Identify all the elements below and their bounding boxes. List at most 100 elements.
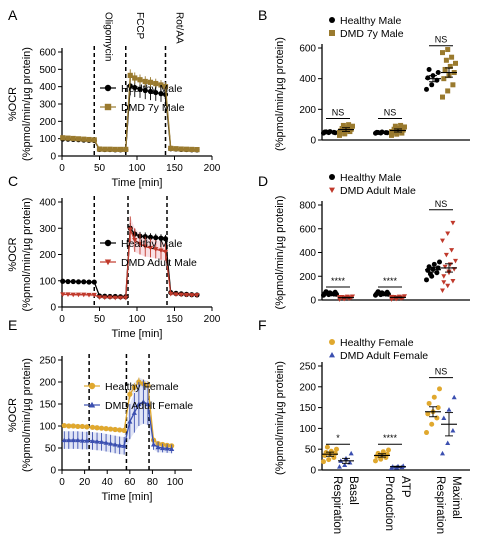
data-point [66, 437, 72, 443]
significance-label: NS [435, 199, 448, 209]
data-point [91, 137, 97, 143]
category-label: Maximal [450, 476, 462, 519]
data-point [435, 405, 441, 411]
data-point [150, 441, 157, 447]
data-point [396, 126, 402, 131]
legend-entry: DMD 7y Male [340, 28, 404, 40]
data-point [61, 437, 67, 443]
y-tick-label: 200 [39, 250, 56, 261]
x-tick-label: 50 [94, 314, 106, 325]
data-point [168, 145, 174, 151]
data-point [107, 295, 113, 301]
group-5 [440, 220, 458, 293]
data-point [434, 415, 440, 421]
data-point [70, 278, 76, 285]
y-tick-label: 50 [305, 445, 317, 456]
data-point [425, 75, 431, 81]
data-point [346, 122, 352, 128]
data-point [440, 94, 445, 100]
data-point [103, 440, 109, 445]
y-tick-label: 200 [299, 105, 316, 116]
legend-marker [88, 401, 96, 408]
data-point [112, 295, 118, 301]
group-1 [337, 294, 355, 302]
data-point [178, 146, 184, 152]
data-point [160, 445, 166, 451]
data-point [89, 438, 96, 444]
y-tick-label: 100 [39, 422, 56, 433]
panel-letter-a: A [8, 7, 18, 23]
legend-marker [329, 30, 335, 36]
data-point [348, 450, 354, 456]
data-point [158, 235, 164, 241]
data-point [127, 227, 133, 233]
legend-entry: DMD 7y Male [121, 102, 185, 114]
chart-d: 0 200 400 600 800 (%pmol/min/µg protein) **** *… [274, 172, 470, 309]
group-0 [321, 289, 339, 298]
data-point [380, 449, 386, 455]
data-point [435, 70, 441, 76]
data-point [178, 292, 184, 298]
data-point [158, 248, 164, 254]
data-point [142, 244, 148, 250]
legend-marker [329, 174, 335, 180]
x-tick-label: 0 [59, 477, 65, 488]
data-point [445, 47, 451, 53]
data-point [65, 135, 71, 141]
data-point [155, 444, 161, 450]
significance-label: **** [383, 276, 398, 286]
group-3 [389, 122, 407, 138]
y-tick-label: 300 [39, 224, 56, 235]
data-point [378, 456, 384, 462]
data-point [429, 421, 435, 427]
x-tick-label: 200 [204, 314, 221, 325]
data-point [431, 261, 437, 267]
data-point [445, 231, 451, 236]
y-tick-label: 0 [310, 296, 316, 307]
data-point [431, 394, 437, 400]
data-point [440, 238, 445, 244]
data-point [81, 136, 87, 142]
data-point [137, 241, 143, 247]
y-tick-label: 200 [299, 272, 316, 283]
data-point [434, 270, 440, 276]
data-point [136, 401, 142, 407]
data-point [60, 278, 66, 284]
group-4 [424, 259, 442, 283]
data-point [442, 264, 448, 270]
data-point [427, 271, 433, 277]
data-point [399, 130, 405, 136]
data-point [162, 236, 169, 242]
data-point [441, 76, 447, 82]
data-point [194, 293, 200, 298]
data-point [183, 292, 190, 298]
data-point [168, 291, 174, 297]
data-point [107, 146, 113, 152]
data-point [426, 400, 432, 406]
legend-marker [329, 17, 335, 23]
x-tick-label: 80 [147, 477, 159, 488]
x-tick-label: 150 [166, 314, 183, 325]
data-point [429, 82, 435, 88]
data-point [98, 425, 105, 431]
data-point [112, 146, 118, 153]
legend-marker [329, 352, 335, 358]
data-point [94, 438, 100, 444]
x-tick-label: 100 [129, 163, 146, 174]
y-tick-label: 0 [310, 136, 316, 147]
chart-a: 0 100 200 300 400 500 600 0 50 100 150 200 Time [min… [7, 12, 221, 189]
data-point [123, 146, 129, 153]
group-5 [440, 47, 458, 100]
series-1 [60, 69, 200, 153]
data-point [337, 129, 342, 135]
data-point [389, 132, 394, 138]
series-1 [60, 216, 200, 301]
data-point [342, 462, 348, 468]
y-tick-label: 400 [299, 74, 316, 85]
data-point [60, 135, 66, 141]
data-point [173, 146, 179, 152]
data-point [153, 235, 159, 241]
y-tick-label: 400 [39, 198, 56, 209]
data-point [132, 237, 138, 243]
